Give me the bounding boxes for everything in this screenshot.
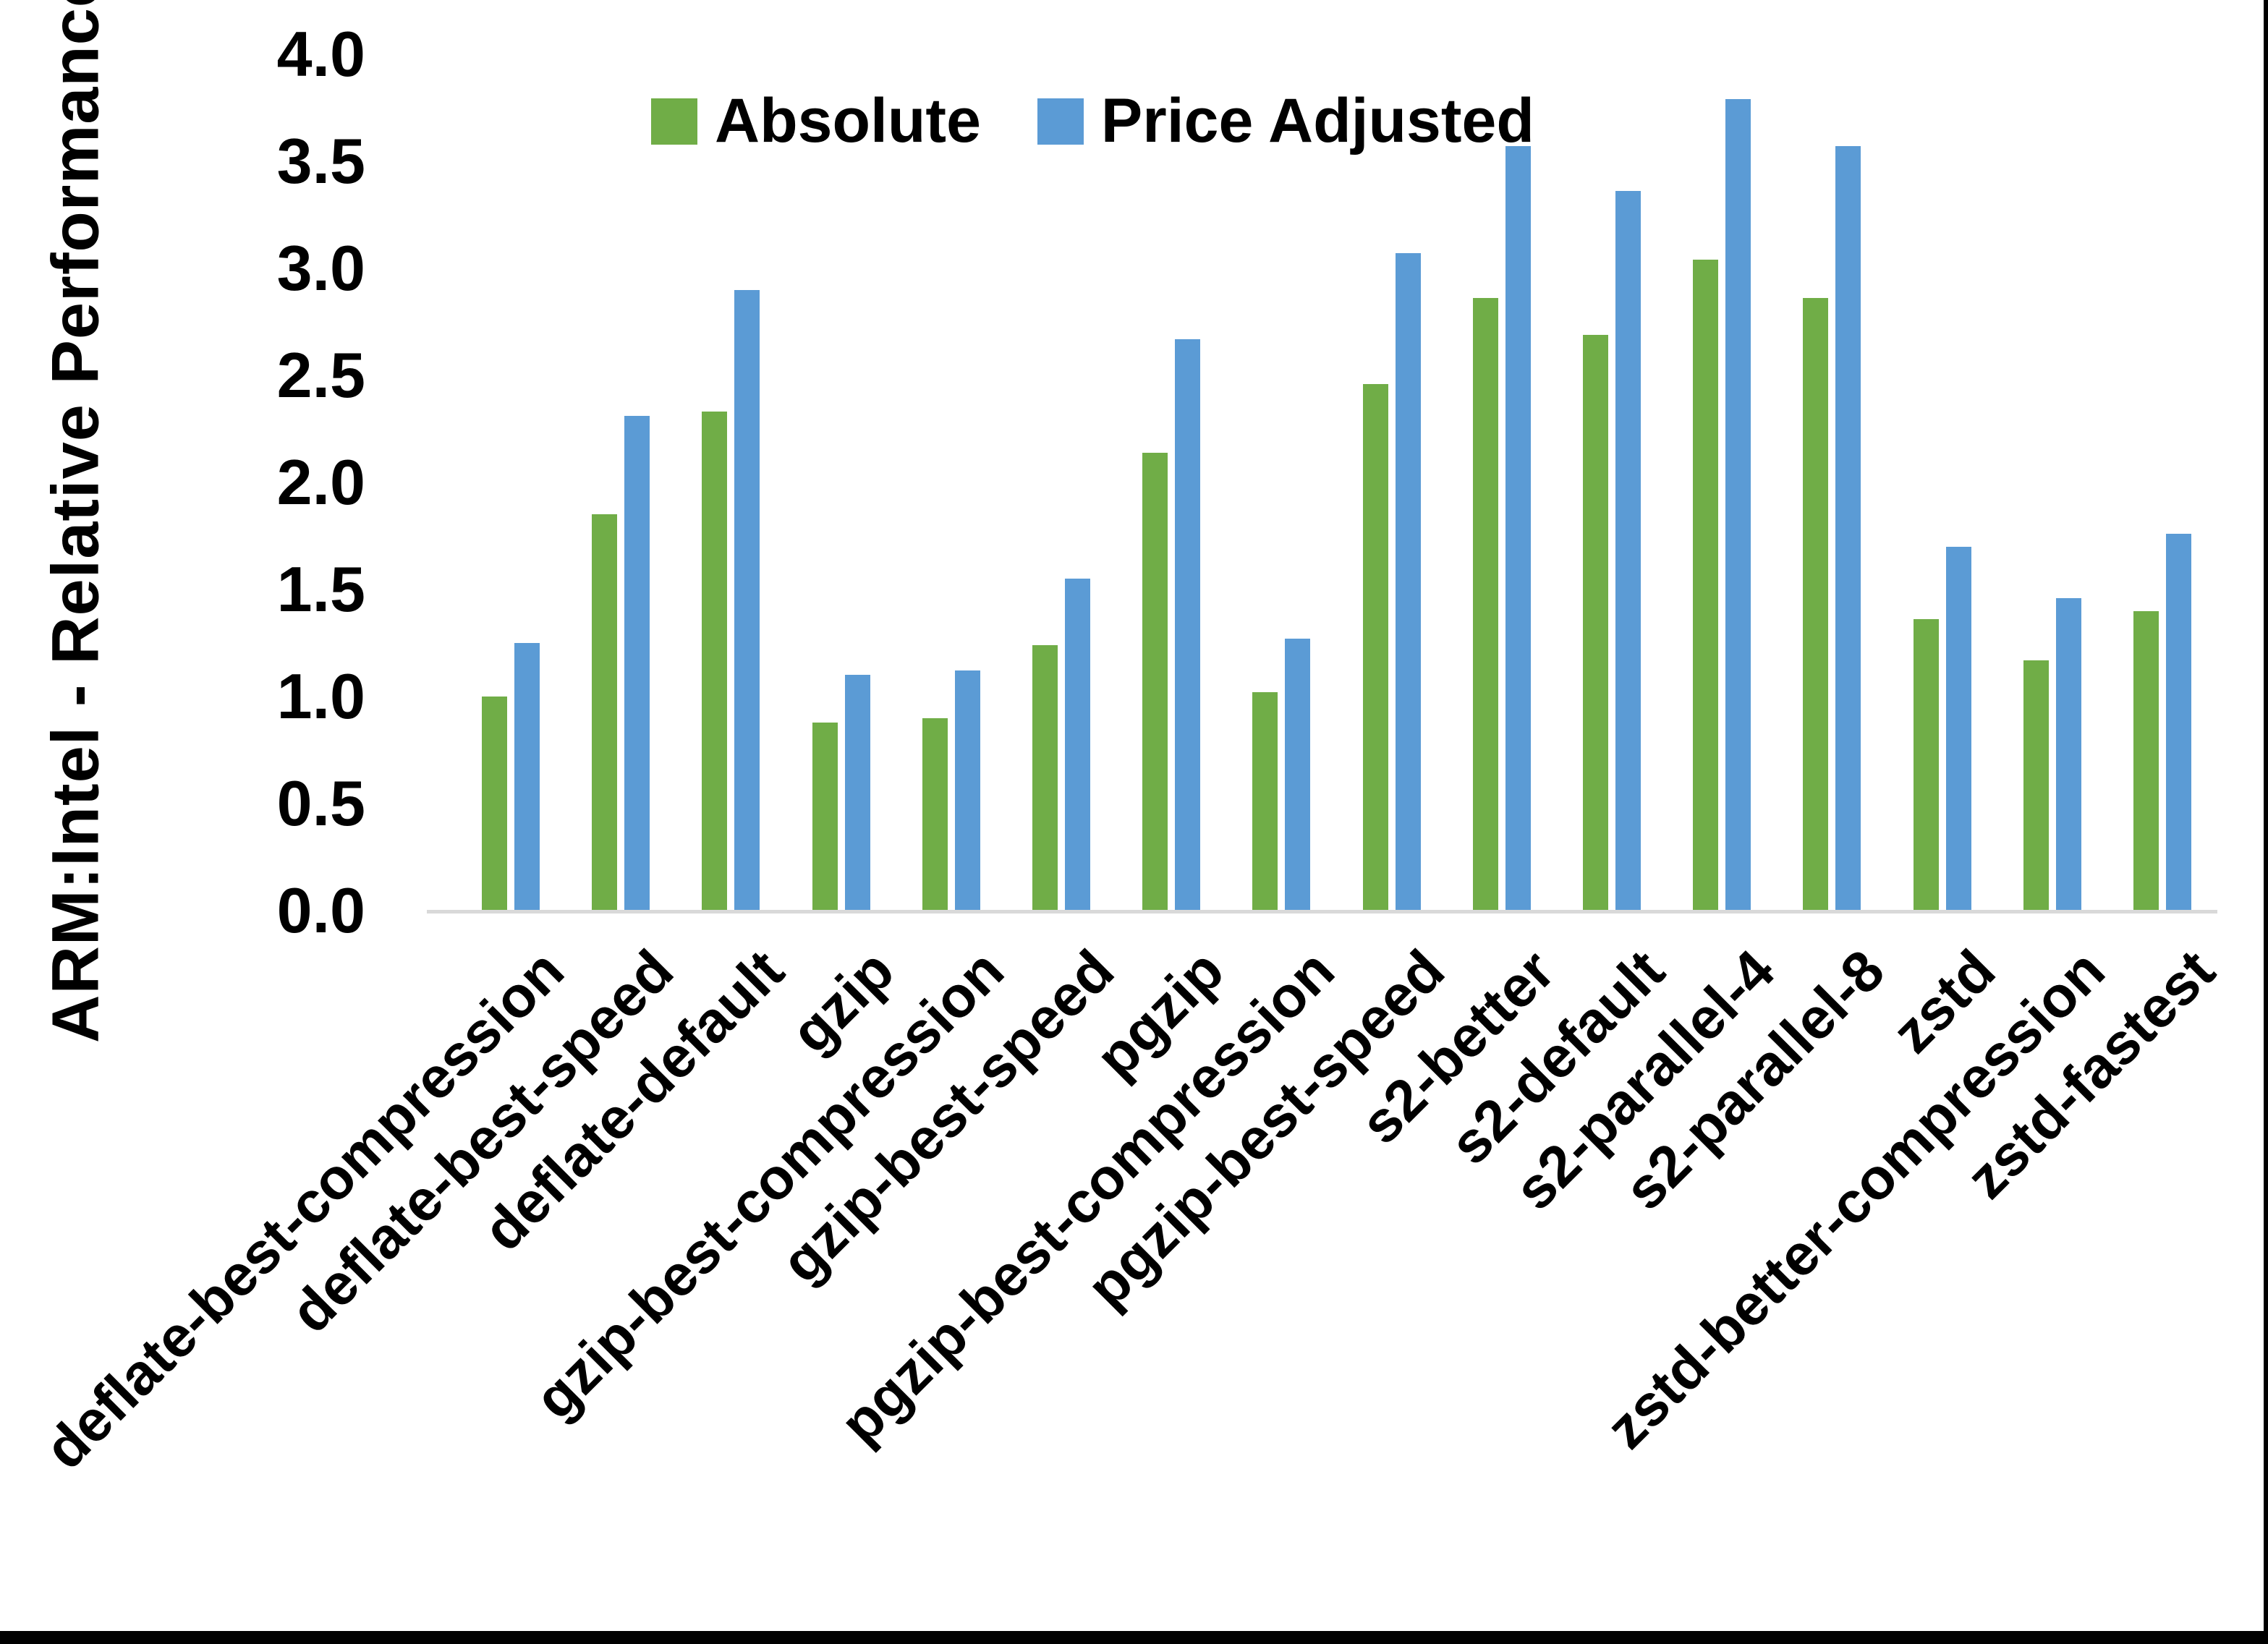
bar-price-adjusted bbox=[1395, 253, 1421, 911]
category-group bbox=[1006, 54, 1116, 911]
bar-price-adjusted bbox=[514, 643, 540, 911]
bar-absolute bbox=[922, 717, 948, 911]
category-group bbox=[2107, 54, 2217, 911]
category-group bbox=[1777, 54, 1887, 911]
bar-price-adjusted bbox=[844, 675, 870, 911]
legend: Absolute Price Adjusted bbox=[651, 85, 1534, 157]
y-axis-title: ARM:Intel - Relative Performance bbox=[38, 0, 113, 1043]
bar-absolute bbox=[1252, 692, 1278, 911]
legend-swatch-price-adjusted bbox=[1037, 98, 1084, 145]
category-group bbox=[1557, 54, 1667, 911]
y-axis-tick-label: 3.5 bbox=[276, 125, 365, 197]
category-group bbox=[676, 54, 786, 911]
y-axis-tick-label: 2.0 bbox=[276, 446, 365, 518]
y-axis-tick-label: 1.5 bbox=[276, 553, 365, 625]
category-group bbox=[896, 54, 1006, 911]
bar-price-adjusted bbox=[954, 670, 980, 911]
category-group bbox=[1997, 54, 2107, 911]
bar-price-adjusted bbox=[2055, 597, 2081, 911]
legend-swatch-absolute bbox=[651, 98, 697, 145]
bar-price-adjusted bbox=[1725, 99, 1751, 911]
legend-label-absolute: Absolute bbox=[715, 86, 981, 156]
bar-absolute bbox=[2133, 610, 2159, 911]
bar-price-adjusted bbox=[1285, 639, 1311, 911]
bar-absolute bbox=[702, 412, 728, 911]
bar-price-adjusted bbox=[1835, 146, 1861, 911]
y-axis-tick-label: 3.0 bbox=[276, 232, 365, 304]
y-axis-tick-label: 0.5 bbox=[276, 767, 365, 839]
bar-absolute bbox=[1032, 644, 1058, 911]
bar-absolute bbox=[1362, 383, 1388, 911]
bar-absolute bbox=[482, 697, 508, 911]
bar-price-adjusted bbox=[624, 416, 650, 911]
category-group bbox=[1667, 54, 1777, 911]
legend-item-price-adjusted: Price Adjusted bbox=[1037, 85, 1534, 157]
bar-price-adjusted bbox=[734, 289, 760, 911]
bar-absolute bbox=[592, 514, 618, 911]
category-group bbox=[566, 54, 676, 911]
category-group bbox=[1887, 54, 1997, 911]
category-group bbox=[456, 54, 566, 911]
bar-absolute bbox=[1582, 334, 1608, 911]
bar-absolute bbox=[1142, 452, 1168, 911]
legend-item-absolute: Absolute bbox=[651, 85, 981, 157]
y-axis: 4.0 3.5 3.0 2.5 2.0 1.5 1.0 0.5 0.0 bbox=[145, 22, 365, 942]
bars bbox=[456, 54, 2217, 911]
bar-price-adjusted bbox=[1945, 546, 1971, 911]
bar-absolute bbox=[812, 722, 838, 911]
y-axis-tick-label: 1.0 bbox=[276, 660, 365, 732]
bar-price-adjusted bbox=[1175, 338, 1201, 911]
category-group bbox=[1116, 54, 1226, 911]
plot-area bbox=[427, 54, 2217, 913]
category-group bbox=[1447, 54, 1557, 911]
bar-absolute bbox=[2023, 660, 2049, 911]
bar-absolute bbox=[1803, 298, 1829, 911]
bar-price-adjusted bbox=[1615, 191, 1641, 911]
bar-price-adjusted bbox=[1505, 146, 1531, 911]
bar-price-adjusted bbox=[2165, 534, 2191, 911]
bar-absolute bbox=[1913, 619, 1939, 911]
y-axis-tick-label: 2.5 bbox=[276, 339, 365, 411]
legend-label-price-adjusted: Price Adjusted bbox=[1100, 86, 1534, 156]
bar-absolute bbox=[1472, 298, 1498, 911]
y-axis-tick-label: 0.0 bbox=[276, 874, 365, 946]
category-group bbox=[786, 54, 896, 911]
bar-absolute bbox=[1693, 260, 1719, 911]
y-axis-tick-label: 4.0 bbox=[276, 18, 365, 90]
category-group bbox=[1226, 54, 1336, 911]
category-group bbox=[1337, 54, 1447, 911]
bar-price-adjusted bbox=[1065, 579, 1091, 911]
